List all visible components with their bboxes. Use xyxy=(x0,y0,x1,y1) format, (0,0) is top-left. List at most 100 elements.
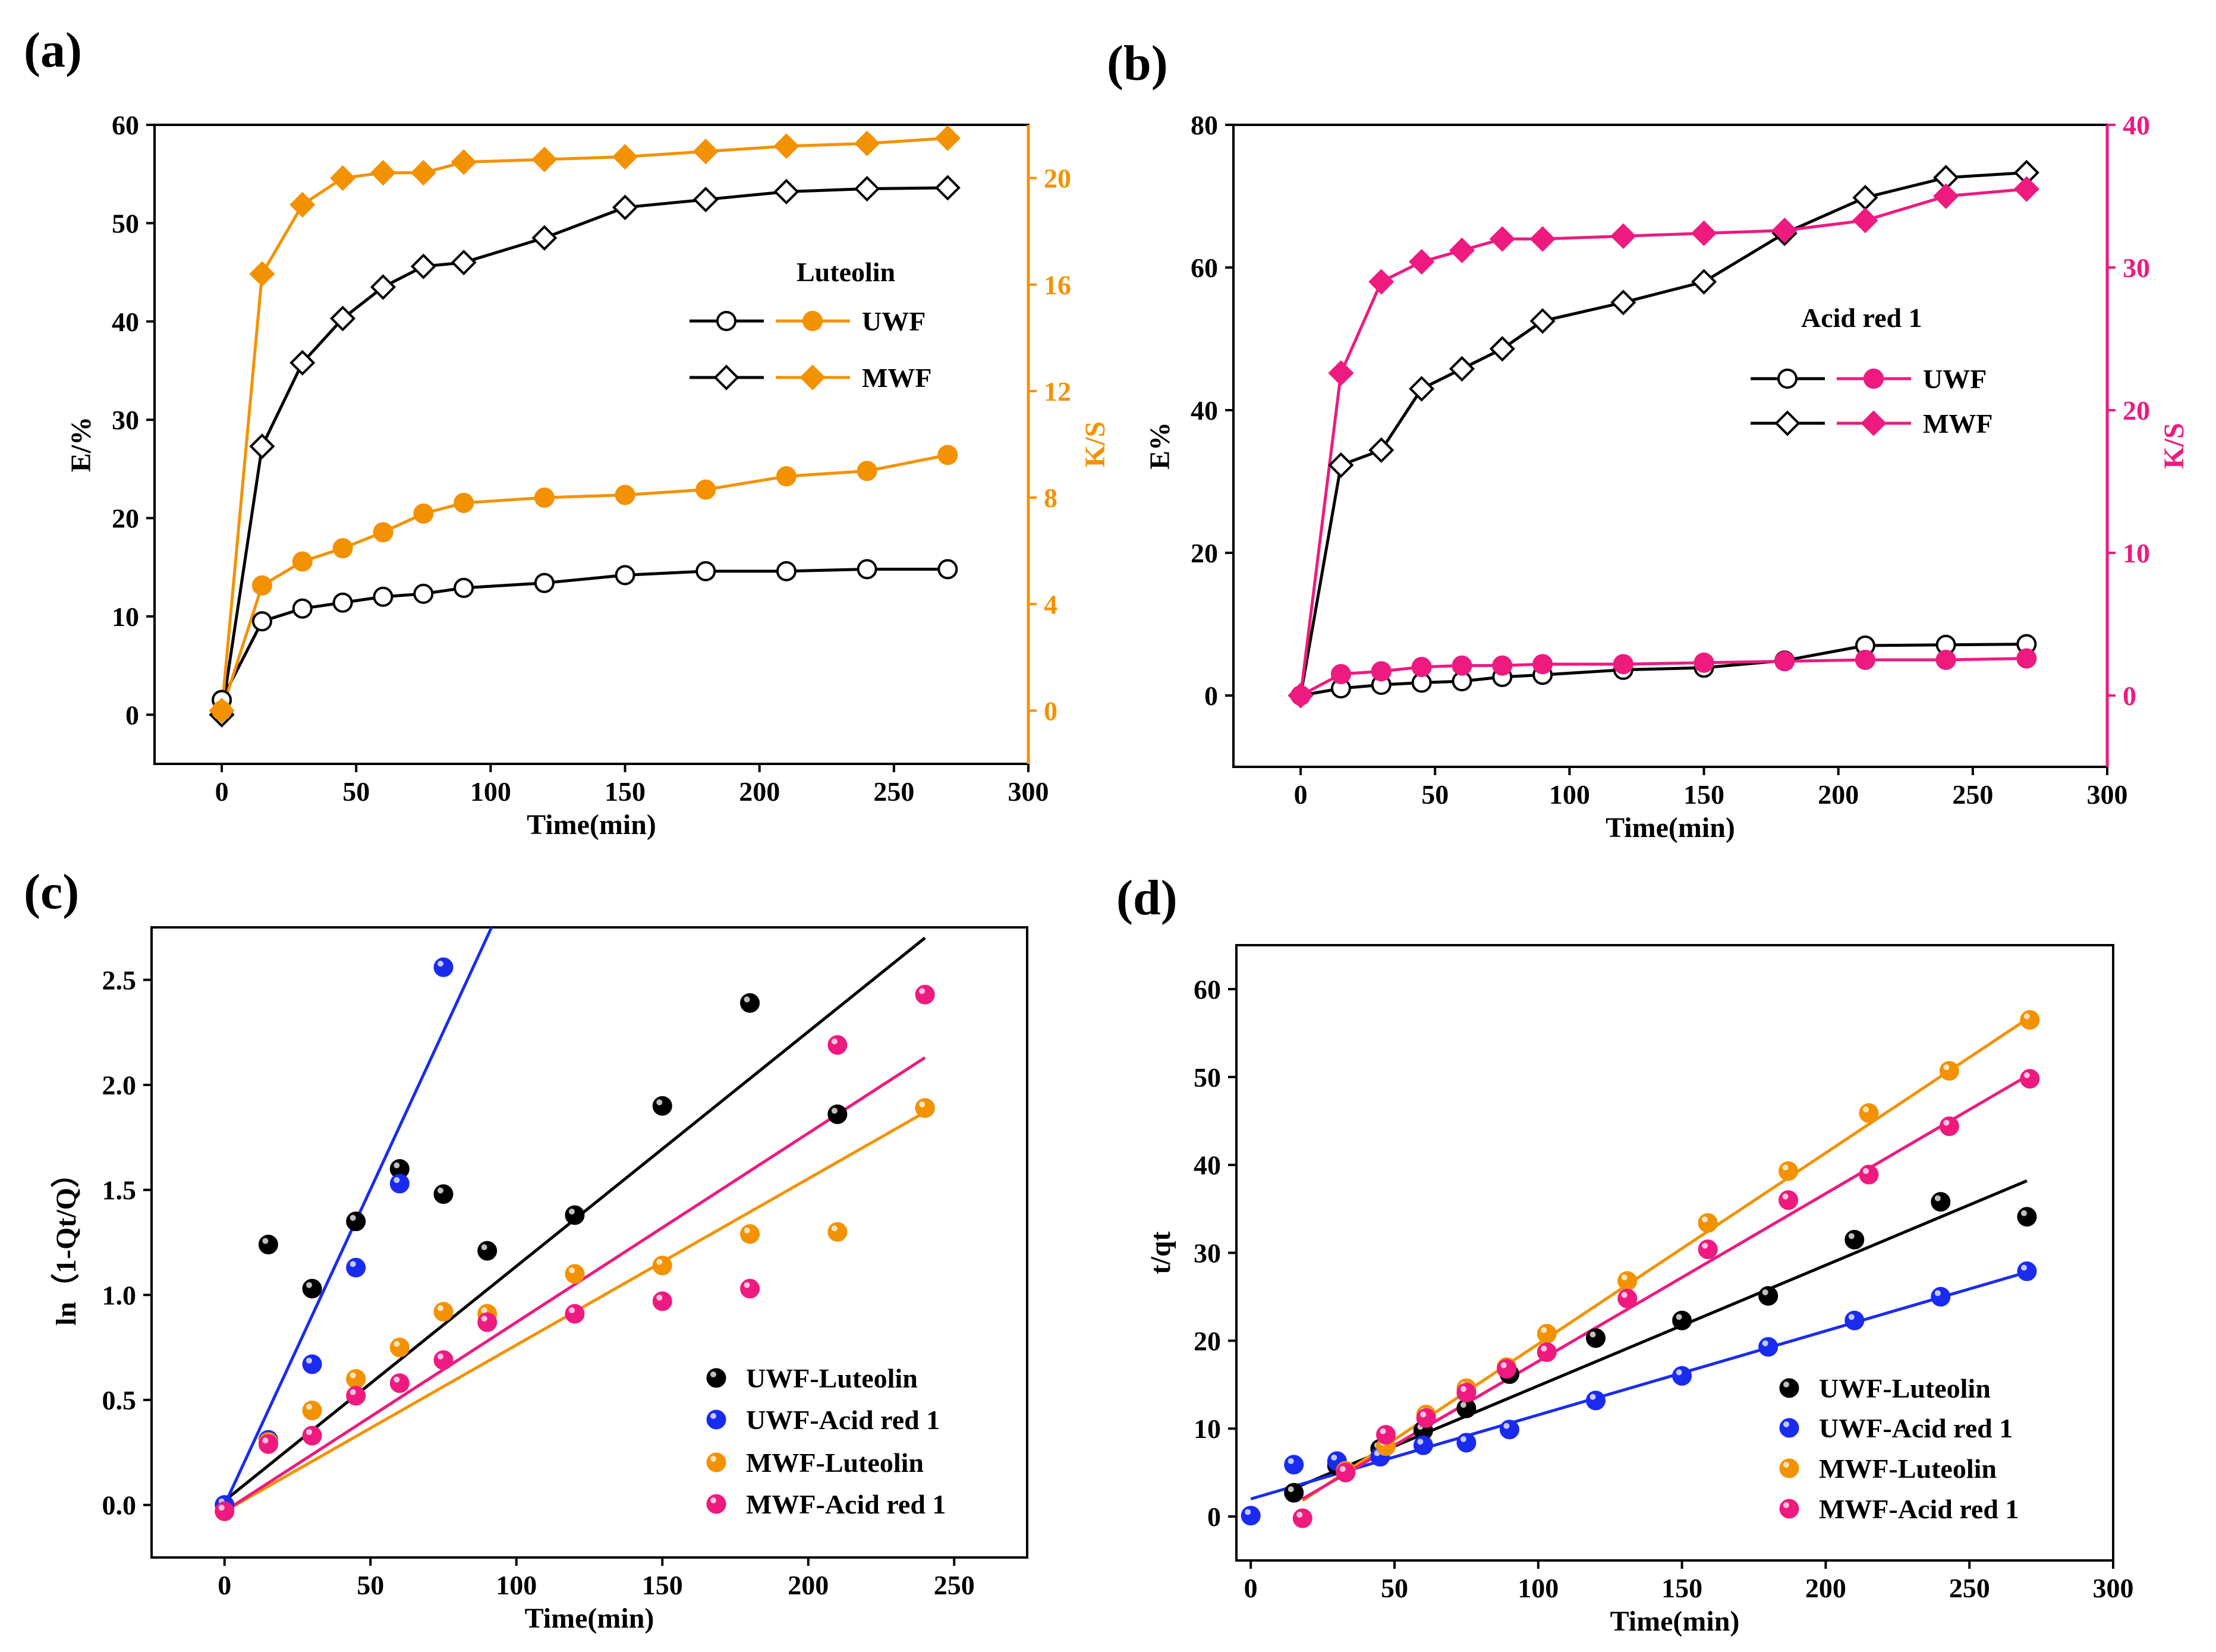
marker-highlight xyxy=(1621,1274,1628,1280)
data-point xyxy=(292,598,313,619)
data-point xyxy=(258,1434,278,1454)
data-point xyxy=(695,479,716,500)
legend-marker xyxy=(706,1452,726,1472)
x-tick-label: 150 xyxy=(642,1570,683,1600)
data-point xyxy=(565,1205,585,1225)
data-point xyxy=(1497,1359,1517,1379)
marker-highlight xyxy=(2020,1264,2027,1271)
marker-highlight xyxy=(394,1177,400,1184)
x-tick-label: 100 xyxy=(1549,779,1590,810)
x-tick-label: 150 xyxy=(605,776,646,807)
data-point xyxy=(776,561,797,581)
x-tick-label: 200 xyxy=(1805,1573,1846,1603)
marker-highlight xyxy=(1589,1393,1596,1400)
data-point xyxy=(330,306,356,332)
data-point xyxy=(1672,1366,1692,1386)
data-point xyxy=(1413,1435,1433,1455)
legend-label-c-0: UWF-Luteolin xyxy=(746,1363,918,1393)
data-point xyxy=(531,146,558,172)
marker-highlight xyxy=(306,1282,313,1288)
legend-marker xyxy=(1774,410,1800,436)
data-point xyxy=(1411,657,1432,677)
marker-highlight xyxy=(1762,1289,1768,1295)
data-point xyxy=(1610,223,1636,249)
x-tick-label: 250 xyxy=(1952,779,1993,810)
data-point xyxy=(1330,664,1351,684)
legend-marker xyxy=(716,311,736,331)
data-point xyxy=(477,1241,498,1261)
data-point xyxy=(1844,1310,1865,1330)
data-point xyxy=(1771,218,1798,244)
marker-highlight xyxy=(1541,1327,1547,1333)
panel-label-d: (d) xyxy=(1116,870,1178,926)
marker-highlight xyxy=(2020,1210,2027,1216)
y-tick-label: 20 xyxy=(1191,538,1218,568)
data-point xyxy=(1859,1103,1879,1123)
data-point xyxy=(1416,1408,1436,1428)
data-point xyxy=(413,583,434,604)
legend-marker xyxy=(1779,1418,1799,1438)
y-tick-label: 0 xyxy=(1207,1502,1221,1532)
data-point xyxy=(346,1369,366,1389)
data-point xyxy=(1672,1310,1692,1330)
y2-tick-label: 20 xyxy=(2123,395,2150,426)
data-point xyxy=(1284,1483,1304,1503)
data-point xyxy=(1375,1425,1396,1445)
marker-highlight xyxy=(1702,1242,1708,1249)
marker-highlight xyxy=(568,1209,575,1215)
x-tick-label: 50 xyxy=(357,1570,384,1600)
data-point xyxy=(1456,1383,1477,1403)
x-tick-label: 0 xyxy=(218,1570,231,1600)
fit-line-3 xyxy=(224,1056,926,1513)
x-tick-label: 0 xyxy=(215,776,229,807)
data-point xyxy=(1931,1286,1951,1307)
data-point xyxy=(1489,336,1515,362)
data-point xyxy=(1586,1390,1606,1411)
marker-highlight xyxy=(831,1038,838,1044)
panel-label-c: (c) xyxy=(24,864,79,920)
legend-marker xyxy=(713,364,739,391)
data-point xyxy=(2020,1010,2040,1030)
data-point xyxy=(1328,360,1354,386)
y2-tick-label: 30 xyxy=(2123,253,2150,283)
y-tick-label: 0.0 xyxy=(102,1490,137,1521)
y-tick-label: 1.5 xyxy=(102,1175,137,1206)
data-point xyxy=(1368,269,1395,295)
x-tick-label: 150 xyxy=(1661,1573,1702,1603)
y2-tick-label: 4 xyxy=(1044,589,1057,619)
marker-highlight xyxy=(1862,1106,1869,1113)
legend-label-d-1: UWF-Acid red 1 xyxy=(1819,1413,2013,1443)
x-tick-label: 0 xyxy=(1244,1573,1258,1603)
marker-highlight xyxy=(262,1437,269,1444)
x-tick-label: 200 xyxy=(1818,779,1859,810)
marker-highlight xyxy=(744,1227,750,1234)
legend-marker xyxy=(1779,1378,1799,1398)
data-point xyxy=(1610,290,1636,316)
marker-highlight xyxy=(306,1404,313,1410)
y2-tick-label: 40 xyxy=(2123,110,2150,140)
marker-highlight xyxy=(437,1353,443,1360)
y-tick-label: 10 xyxy=(1194,1414,1221,1444)
data-point xyxy=(454,577,474,598)
marker-highlight xyxy=(710,1371,716,1377)
data-point xyxy=(857,461,877,482)
legend-marker xyxy=(1779,1458,1799,1478)
y2-tick-label: 20 xyxy=(1044,163,1071,194)
data-point xyxy=(1449,237,1475,263)
legend-label-c-1: UWF-Acid red 1 xyxy=(746,1405,940,1435)
marker-highlight xyxy=(1783,1502,1789,1508)
data-point xyxy=(332,538,353,559)
fit-line-0 xyxy=(1293,1179,2028,1490)
data-point xyxy=(454,493,474,514)
data-point xyxy=(1456,1433,1477,1453)
data-point xyxy=(692,139,719,165)
marker-highlight xyxy=(394,1376,400,1383)
legend-label-b-0: UWF xyxy=(1923,364,1987,394)
data-point xyxy=(302,1426,322,1446)
data-point xyxy=(740,1279,760,1299)
marker-highlight xyxy=(1589,1331,1596,1338)
data-point xyxy=(1532,654,1553,675)
marker-highlight xyxy=(1541,1345,1547,1352)
data-point xyxy=(1694,652,1714,673)
y-tick-label: 20 xyxy=(112,504,139,534)
